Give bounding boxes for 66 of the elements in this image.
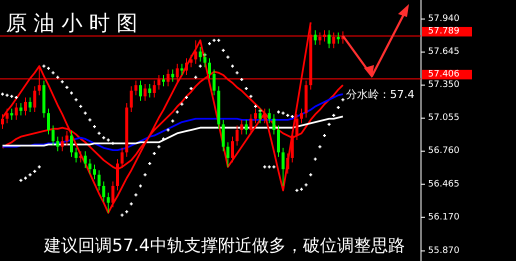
candlestick — [106, 192, 110, 214]
candlestick — [14, 102, 18, 120]
candlestick — [194, 40, 198, 64]
ref-line-label: 57.406 — [428, 70, 460, 80]
candlestick — [244, 119, 248, 135]
candlestick — [263, 108, 266, 124]
candlestick — [10, 108, 14, 120]
candlestick — [52, 124, 55, 146]
text: 分水岭：57.4 — [346, 88, 414, 101]
candlestick — [65, 130, 68, 146]
candlestick — [93, 164, 96, 180]
candlestick — [98, 170, 101, 191]
candlestick — [290, 130, 294, 163]
y-tick-label: 57.645 — [428, 47, 460, 58]
candlestick — [6, 108, 9, 124]
ref-line-label: 57.789 — [428, 26, 460, 37]
candlestick — [162, 74, 165, 87]
candlestick — [300, 108, 303, 124]
candlestick — [314, 30, 317, 46]
y-tick-label: 56.170 — [428, 212, 460, 222]
candlestick — [240, 119, 244, 135]
candlestick — [277, 124, 280, 158]
candlestick — [236, 124, 239, 146]
candlestick — [88, 158, 92, 174]
candlestick — [185, 58, 188, 76]
y-tick-label: 55.870 — [428, 246, 460, 256]
candlestick — [148, 84, 152, 98]
candlestick — [60, 136, 64, 152]
candlestick — [28, 96, 32, 113]
candlestick — [33, 86, 36, 113]
candlestick — [226, 142, 230, 168]
candlestick — [231, 136, 234, 163]
y-tick-label: 56.760 — [428, 146, 460, 156]
candlestick — [268, 108, 271, 124]
y-tick-label: 57.350 — [428, 80, 460, 90]
line-series — [2, 93, 344, 151]
y-tick-label: 57.055 — [428, 113, 460, 124]
candlestick — [190, 54, 193, 68]
candlestick — [286, 152, 290, 174]
candlestick — [84, 150, 87, 169]
candlestick — [24, 96, 27, 116]
y-tick-label: 56.465 — [428, 179, 460, 190]
candlestick — [328, 30, 331, 49]
candlestick — [208, 58, 211, 79]
candlestick — [102, 180, 106, 202]
annotation: 建议回调57.4中轨支撑附近做多，破位调整思路 — [43, 236, 405, 256]
candlestick — [70, 130, 73, 158]
candlestick — [144, 84, 147, 102]
text: 原 油 小 时 图 — [6, 11, 138, 35]
candlestick — [74, 147, 78, 163]
candlestick — [272, 114, 276, 135]
candlestick — [171, 68, 174, 82]
candlestick — [249, 114, 252, 135]
candlestick — [56, 136, 60, 152]
candlestick — [79, 150, 82, 163]
candlestick — [282, 147, 285, 186]
candlestick — [130, 86, 133, 113]
candlestick — [295, 114, 298, 141]
candlestick — [222, 119, 225, 152]
candlestick — [198, 46, 202, 62]
y-tick-label: 57.940 — [428, 14, 460, 24]
candlestick — [19, 102, 22, 116]
candlestick — [111, 180, 114, 208]
candlestick — [139, 80, 142, 102]
candlestick — [47, 108, 50, 135]
candlestick — [212, 68, 216, 96]
